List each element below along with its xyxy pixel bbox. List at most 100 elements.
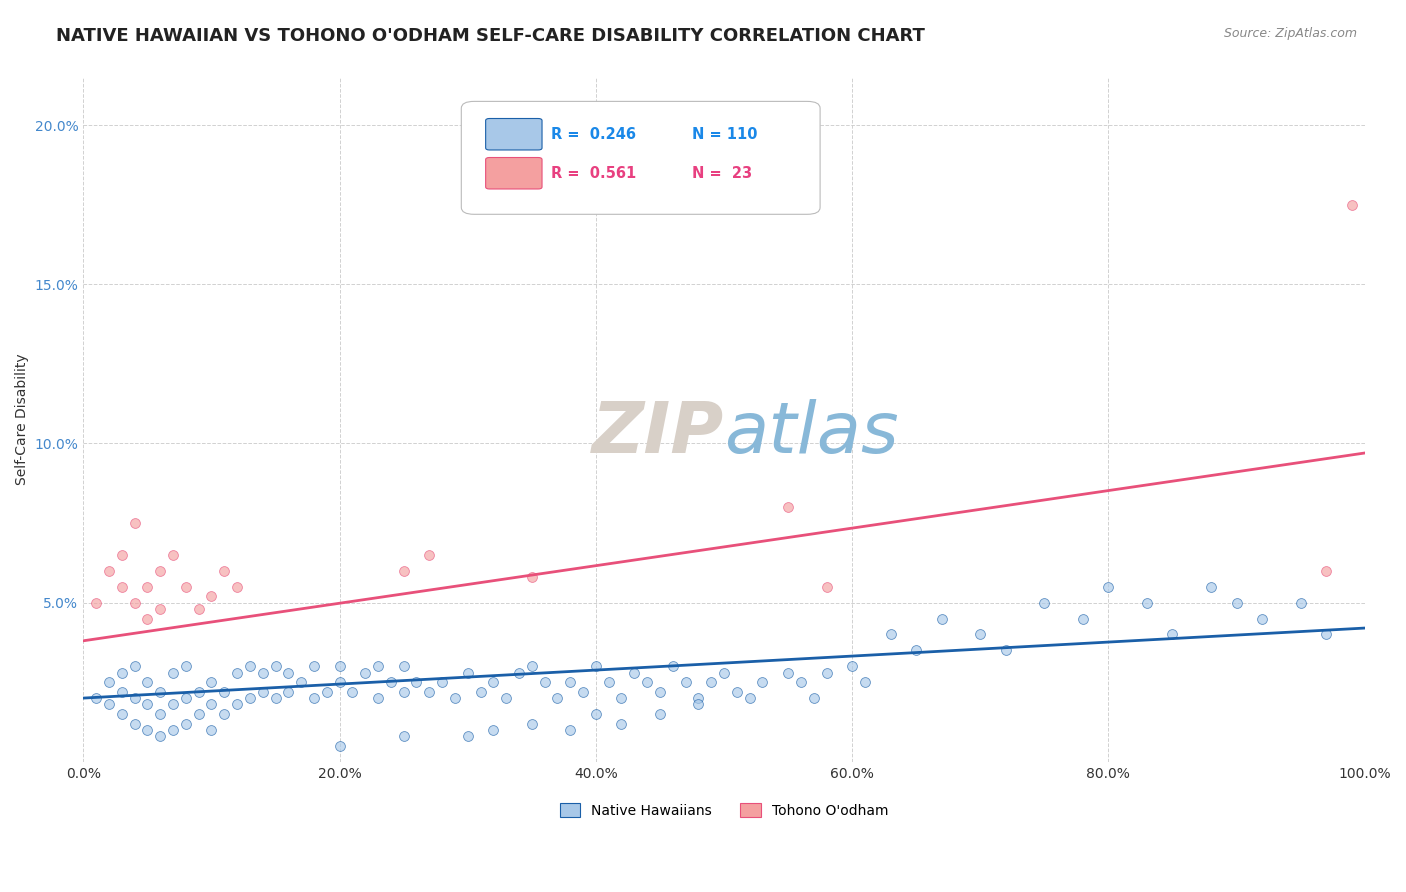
Point [264, 691, 287, 706]
Point [803, 691, 825, 706]
Point [815, 665, 838, 680]
Point [495, 691, 517, 706]
Point [124, 716, 146, 731]
Point [200, 698, 222, 712]
Point [418, 548, 440, 562]
Point [648, 684, 671, 698]
Point [1225, 596, 1247, 610]
Point [879, 627, 901, 641]
Point [212, 706, 235, 721]
Point [212, 684, 235, 698]
Point [124, 691, 146, 706]
Point [392, 684, 415, 698]
Point [277, 684, 299, 698]
Point [111, 580, 134, 594]
Text: NATIVE HAWAIIAN VS TOHONO O'ODHAM SELF-CARE DISABILITY CORRELATION CHART: NATIVE HAWAIIAN VS TOHONO O'ODHAM SELF-C… [56, 27, 925, 45]
Point [598, 675, 620, 690]
Point [354, 665, 377, 680]
Point [1341, 198, 1364, 212]
Point [648, 706, 671, 721]
Text: atlas: atlas [724, 399, 898, 467]
Point [560, 675, 582, 690]
Point [776, 665, 799, 680]
Point [97, 698, 120, 712]
Point [585, 659, 607, 673]
Text: N = 110: N = 110 [692, 127, 758, 142]
Point [342, 684, 364, 698]
Point [969, 627, 991, 641]
Point [97, 564, 120, 578]
Point [97, 675, 120, 690]
Point [124, 596, 146, 610]
Point [585, 706, 607, 721]
Point [853, 675, 876, 690]
Point [1136, 596, 1159, 610]
Point [688, 691, 710, 706]
Point [149, 564, 172, 578]
Point [111, 548, 134, 562]
Point [508, 665, 530, 680]
Point [136, 698, 159, 712]
Point [329, 675, 352, 690]
Point [610, 691, 633, 706]
FancyBboxPatch shape [485, 158, 543, 189]
Point [520, 570, 543, 584]
Point [738, 691, 761, 706]
Point [149, 684, 172, 698]
Point [392, 659, 415, 673]
Y-axis label: Self-Care Disability: Self-Care Disability [15, 354, 30, 485]
Point [380, 675, 402, 690]
Point [174, 691, 197, 706]
Point [700, 675, 723, 690]
Point [111, 706, 134, 721]
Point [1315, 564, 1337, 578]
Point [430, 675, 453, 690]
Point [661, 659, 683, 673]
FancyBboxPatch shape [461, 102, 820, 214]
Text: R =  0.561: R = 0.561 [551, 166, 637, 181]
Point [84, 596, 107, 610]
Point [905, 643, 928, 657]
Point [329, 739, 352, 753]
Point [200, 723, 222, 737]
Point [162, 698, 184, 712]
Point [367, 659, 389, 673]
Point [200, 675, 222, 690]
Point [174, 580, 197, 594]
Point [1251, 611, 1274, 625]
Point [931, 611, 953, 625]
Point [1289, 596, 1312, 610]
Point [1199, 580, 1222, 594]
Point [174, 659, 197, 673]
Point [124, 516, 146, 530]
Point [111, 684, 134, 698]
Point [1315, 627, 1337, 641]
Point [302, 659, 325, 673]
Point [546, 691, 568, 706]
Point [162, 665, 184, 680]
Point [239, 659, 262, 673]
Point [776, 500, 799, 515]
Point [444, 691, 467, 706]
Text: N =  23: N = 23 [692, 166, 752, 181]
Text: Source: ZipAtlas.com: Source: ZipAtlas.com [1223, 27, 1357, 40]
Point [725, 684, 748, 698]
Point [1033, 596, 1056, 610]
Point [136, 723, 159, 737]
Point [239, 691, 262, 706]
Point [149, 729, 172, 743]
Point [482, 723, 505, 737]
Point [751, 675, 773, 690]
Point [1097, 580, 1119, 594]
Point [329, 659, 352, 673]
Point [174, 716, 197, 731]
Point [610, 716, 633, 731]
Point [200, 589, 222, 603]
Point [815, 580, 838, 594]
Point [520, 659, 543, 673]
Point [572, 684, 595, 698]
Point [675, 675, 697, 690]
Point [713, 665, 735, 680]
Point [264, 659, 287, 673]
Point [290, 675, 312, 690]
